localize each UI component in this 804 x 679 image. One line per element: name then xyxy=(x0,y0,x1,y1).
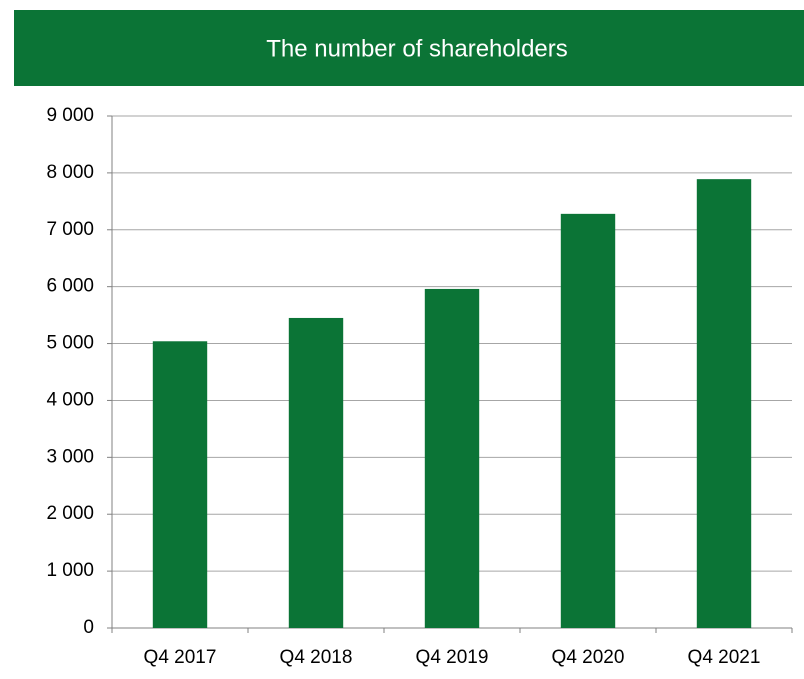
x-tick-label: Q4 2017 xyxy=(144,647,217,668)
y-tick-label: 4 000 xyxy=(46,389,94,410)
bar xyxy=(560,213,616,629)
bar xyxy=(424,288,480,628)
y-tick-label: 3 000 xyxy=(46,446,94,467)
y-tick-label: 2 000 xyxy=(46,503,94,524)
y-tick-label: 8 000 xyxy=(46,162,94,183)
bar xyxy=(696,179,752,628)
y-tick-label: 5 000 xyxy=(46,333,94,354)
y-tick-label: 7 000 xyxy=(46,219,94,240)
x-tick-label: Q4 2021 xyxy=(688,647,761,668)
bar xyxy=(288,317,344,628)
x-tick-label: Q4 2018 xyxy=(280,647,353,668)
bar xyxy=(152,341,208,628)
title-banner xyxy=(14,10,804,86)
x-tick-label: Q4 2020 xyxy=(552,647,625,668)
y-tick-label: 0 xyxy=(83,617,94,638)
y-tick-label: 6 000 xyxy=(46,276,94,297)
y-tick-label: 1 000 xyxy=(46,560,94,581)
chart-title: The number of shareholders xyxy=(266,35,568,62)
x-tick-label: Q4 2019 xyxy=(416,647,489,668)
y-tick-label: 9 000 xyxy=(46,105,94,126)
